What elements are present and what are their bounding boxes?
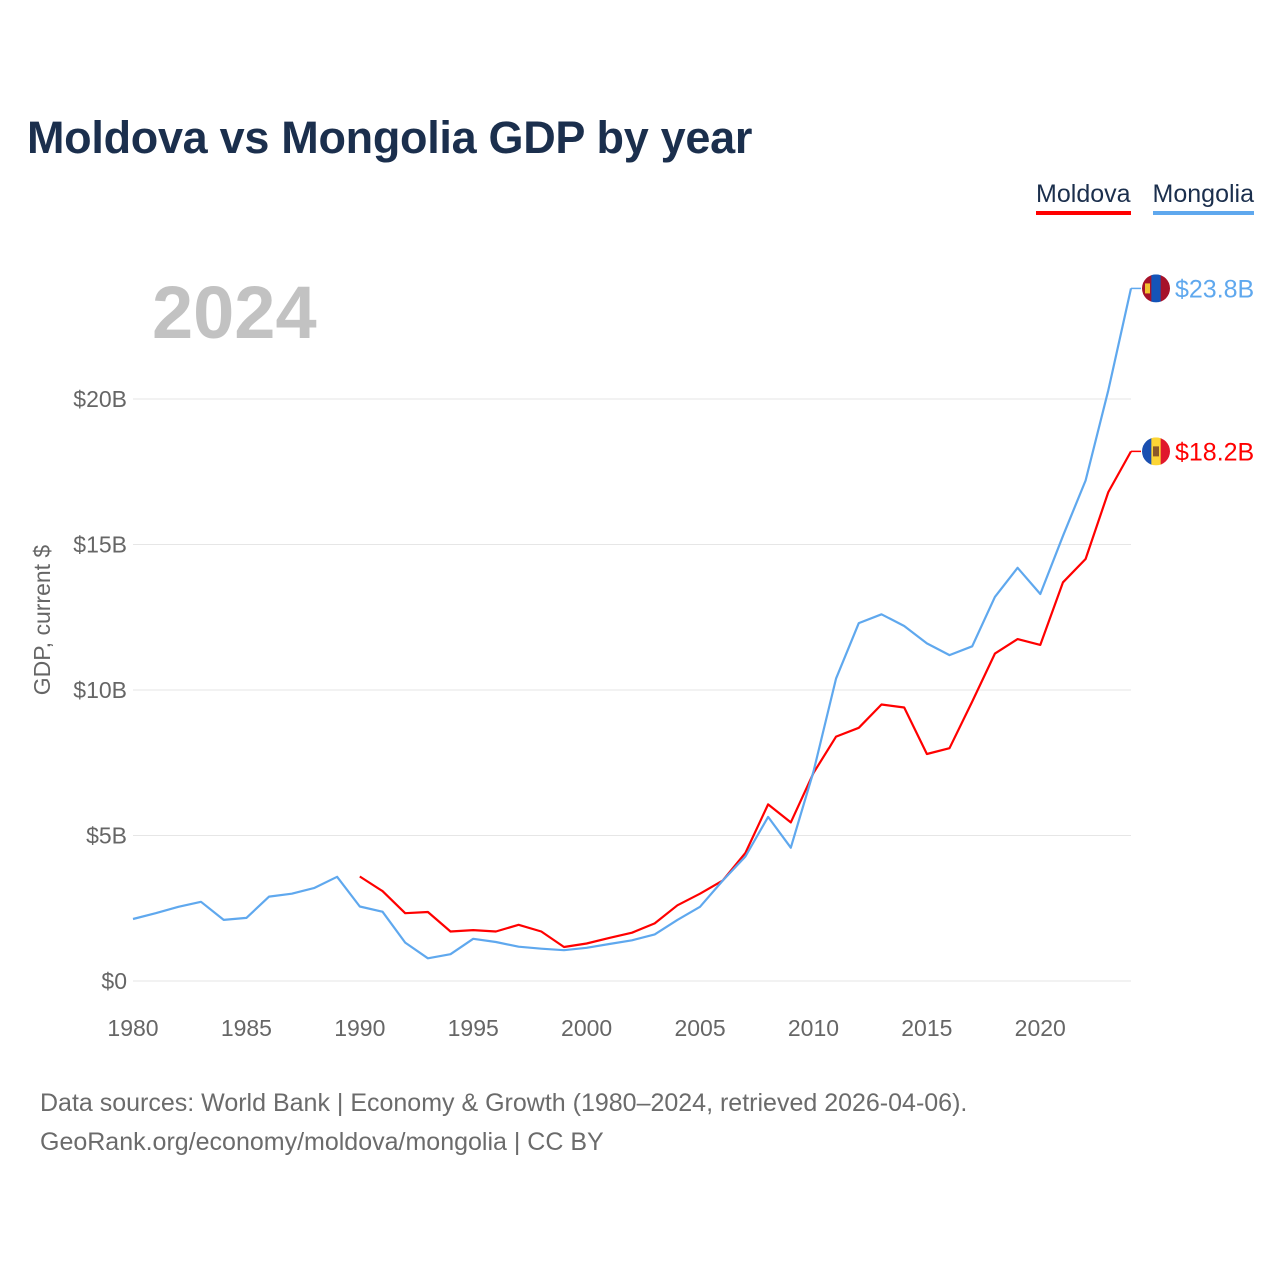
flag-stripe (1142, 437, 1152, 466)
source-note: Data sources: World Bank | Economy & Gro… (40, 1084, 967, 1162)
x-tick-label: 1985 (221, 1015, 272, 1041)
x-tick-label: 1995 (448, 1015, 499, 1041)
chart-title: Moldova vs Mongolia GDP by year (27, 112, 753, 163)
legend-moldova[interactable]: Moldova (1036, 180, 1131, 215)
flag-emblem (1153, 446, 1159, 457)
series-line-mongolia (132, 288, 1133, 960)
y-tick-label: $20B (73, 386, 127, 412)
y-axis-label: GDP, current $ (29, 545, 55, 696)
end-value-label: $23.8B (1175, 275, 1254, 303)
series-line-moldova (359, 450, 1132, 949)
x-tick-label: 2010 (788, 1015, 839, 1041)
legend: Moldova Mongolia (1036, 180, 1254, 215)
x-tick-label: 2005 (674, 1015, 725, 1041)
x-tick-label: 2000 (561, 1015, 612, 1041)
flag-stripe (1160, 274, 1170, 303)
moldova-flag-icon (1142, 437, 1170, 466)
y-tick-label: $10B (73, 677, 127, 703)
legend-mongolia[interactable]: Mongolia (1152, 180, 1254, 215)
x-tick-label: 2020 (1015, 1015, 1066, 1041)
x-tick-label: 1990 (334, 1015, 385, 1041)
flag-stripe (1160, 437, 1170, 466)
y-tick-label: $15B (73, 532, 127, 558)
x-tick-label: 2015 (901, 1015, 952, 1041)
flag-emblem (1145, 283, 1150, 294)
flag-stripe (1151, 274, 1162, 303)
mongolia-flag-icon (1142, 274, 1170, 303)
source-line-2[interactable]: GeoRank.org/economy/moldova/mongolia | C… (40, 1128, 604, 1156)
y-tick-label: $5B (86, 823, 127, 849)
end-value-label: $18.2B (1175, 438, 1254, 466)
y-tick-label: $0 (101, 968, 127, 994)
x-tick-label: 1980 (107, 1015, 158, 1041)
year-overlay: 2024 (152, 271, 317, 354)
source-line-1: Data sources: World Bank | Economy & Gro… (40, 1089, 968, 1117)
